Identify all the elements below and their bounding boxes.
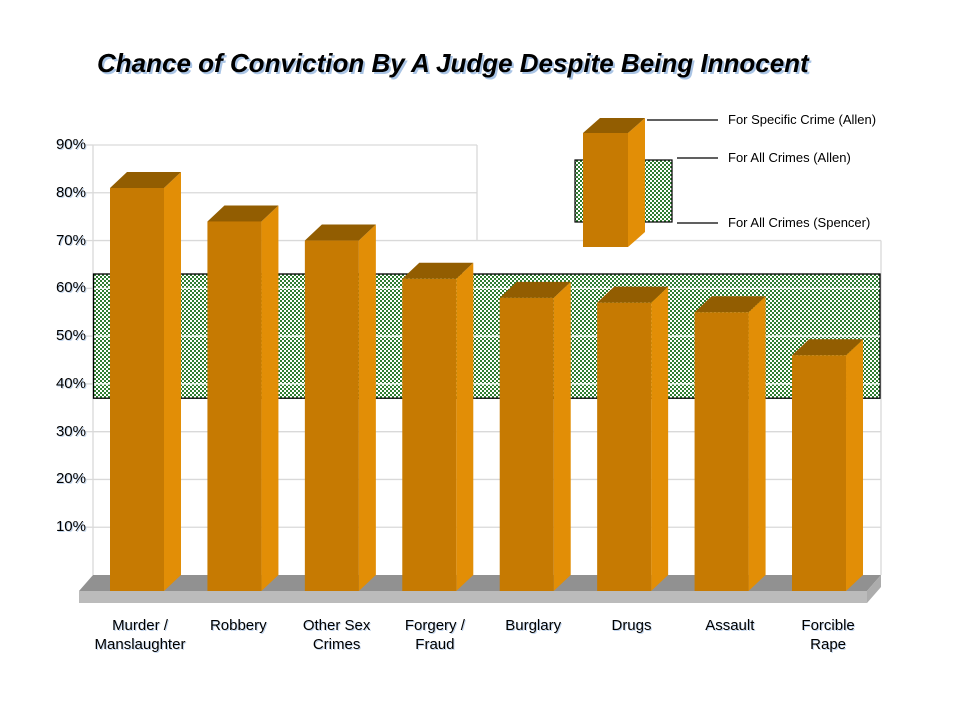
bar-assault-front xyxy=(694,312,749,591)
x-category-label-line: Assault xyxy=(705,617,755,634)
x-category-label-robbery: Robbery xyxy=(172,616,304,635)
x-category-label-line: Crimes xyxy=(312,636,361,653)
bar-drugs-front xyxy=(597,302,652,591)
legend-bar-top xyxy=(583,118,645,133)
bar-robbery-side xyxy=(261,205,279,591)
legend-label-for-all-crimes-spencer: For All Crimes (Spencer) xyxy=(728,215,871,230)
bar-murder-manslaughter-side xyxy=(164,172,181,591)
x-category-label-line: Robbery xyxy=(209,617,267,634)
bar-robbery-top xyxy=(207,205,279,222)
y-tick-label-80: 80% xyxy=(55,183,86,201)
bar-forgery-fraud xyxy=(402,262,474,591)
x-category-label-line: Fraud xyxy=(415,636,455,653)
bar-forcible-rape-top xyxy=(792,339,864,356)
legend-label-for-specific-crime-allen: For Specific Crime (Allen) xyxy=(728,112,877,127)
bar-other-sex-crimes-side xyxy=(358,224,376,592)
bar-assault xyxy=(694,296,766,591)
y-tick-label-20: 20% xyxy=(55,470,86,488)
bar-forgery-fraud-side xyxy=(456,262,474,591)
x-category-label-line: Manslaughter xyxy=(94,636,186,653)
x-category-label-line: Drugs xyxy=(611,617,652,634)
chart-title: Chance of Conviction By A Judge Despite … xyxy=(97,48,809,78)
y-tick-label-50: 50% xyxy=(55,327,86,345)
bar-murder-manslaughter-top xyxy=(110,172,181,188)
x-category-label-line: Forcible xyxy=(801,617,855,634)
bar-burglary-side xyxy=(553,281,571,591)
bar-burglary xyxy=(499,281,571,591)
floor-top xyxy=(79,575,881,591)
bar-other-sex-crimes xyxy=(304,224,376,592)
x-category-label-line: Other Sex xyxy=(302,617,371,634)
bar-forcible-rape xyxy=(792,339,864,591)
floor-end xyxy=(867,575,881,603)
bar-robbery-front xyxy=(207,221,262,591)
x-category-label-drugs: Drugs xyxy=(566,616,698,635)
bar-assault-top xyxy=(694,296,766,313)
x-category-label-line: Forgery / xyxy=(404,617,465,634)
bar-murder-manslaughter-front xyxy=(110,188,164,591)
x-category-label-murder-manslaughter: Murder / Manslaughter xyxy=(74,616,206,654)
bar-burglary-top xyxy=(499,281,571,298)
y-tick-label-10: 10% xyxy=(55,518,86,536)
bar-drugs-top xyxy=(597,286,669,303)
bar-other-sex-crimes-front xyxy=(304,240,359,592)
y-tick-label-90: 90% xyxy=(55,136,86,153)
x-category-label-line: Rape xyxy=(810,636,847,653)
legend-bar-swatch xyxy=(583,118,645,247)
y-tick-label-40: 40% xyxy=(55,374,86,392)
x-category-label-forgery-fraud: Forgery / Fraud xyxy=(369,616,501,654)
bar-forgery-fraud-front xyxy=(402,278,457,591)
x-category-label-assault: Assault xyxy=(664,616,796,635)
bar-robbery xyxy=(207,205,279,591)
y-tick-label-70: 70% xyxy=(55,231,86,249)
bar-drugs-side xyxy=(651,286,669,591)
y-tick-label-30: 30% xyxy=(55,422,86,440)
bar-forcible-rape-front xyxy=(792,355,847,591)
bar-drugs xyxy=(597,286,669,591)
x-category-label-burglary: Burglary xyxy=(467,616,599,635)
legend-bar-side xyxy=(628,118,645,247)
x-category-label-other-sex-crimes: Other Sex Crimes xyxy=(271,616,403,654)
y-tick-label-60: 60% xyxy=(55,279,86,297)
bar-murder-manslaughter xyxy=(110,172,181,591)
legend-bar-front xyxy=(583,133,628,247)
bar-other-sex-crimes-top xyxy=(304,224,376,241)
bar-forcible-rape-side xyxy=(846,339,864,591)
floor-front xyxy=(79,591,867,603)
bar-forgery-fraud-top xyxy=(402,262,474,279)
x-category-label-line: Burglary xyxy=(505,617,562,634)
legend-label-for-all-crimes-allen: For All Crimes (Allen) xyxy=(728,150,851,165)
bar-assault-side xyxy=(748,296,766,591)
bar-burglary-front xyxy=(499,297,554,591)
x-category-label-line: Murder / xyxy=(112,617,168,634)
x-category-label-forcible-rape: Forcible Rape xyxy=(762,616,894,654)
